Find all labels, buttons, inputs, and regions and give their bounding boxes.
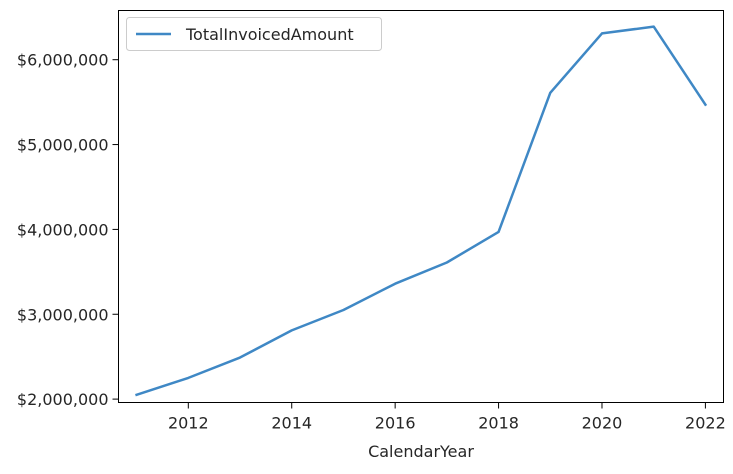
legend-box (126, 17, 382, 51)
x-tick-label: 2012 (168, 414, 209, 433)
legend: TotalInvoicedAmount (126, 17, 382, 51)
x-axis-label: CalendarYear (368, 442, 474, 461)
x-axis: 2012 2014 2016 2018 2020 2022 (168, 402, 726, 433)
series-layer (135, 25, 708, 397)
y-tick-label: $2,000,000 (17, 390, 109, 409)
y-axis: $2,000,000 $3,000,000 $4,000,000 $5,000,000… (17, 51, 119, 409)
y-tick-label: $4,000,000 (17, 220, 109, 239)
x-tick-label: 2016 (375, 414, 416, 433)
plot-area-frame (118, 10, 724, 403)
y-tick-label: $5,000,000 (17, 136, 109, 155)
x-tick-label: 2022 (685, 414, 726, 433)
y-tick-label: $3,000,000 (17, 305, 109, 324)
series-line-totalinvoicedamount (135, 25, 708, 397)
y-tick-label: $6,000,000 (17, 51, 109, 70)
x-tick-label: 2014 (271, 414, 312, 433)
legend-label: TotalInvoicedAmount (185, 25, 354, 44)
x-tick-label: 2018 (478, 414, 519, 433)
x-tick-label: 2020 (582, 414, 623, 433)
